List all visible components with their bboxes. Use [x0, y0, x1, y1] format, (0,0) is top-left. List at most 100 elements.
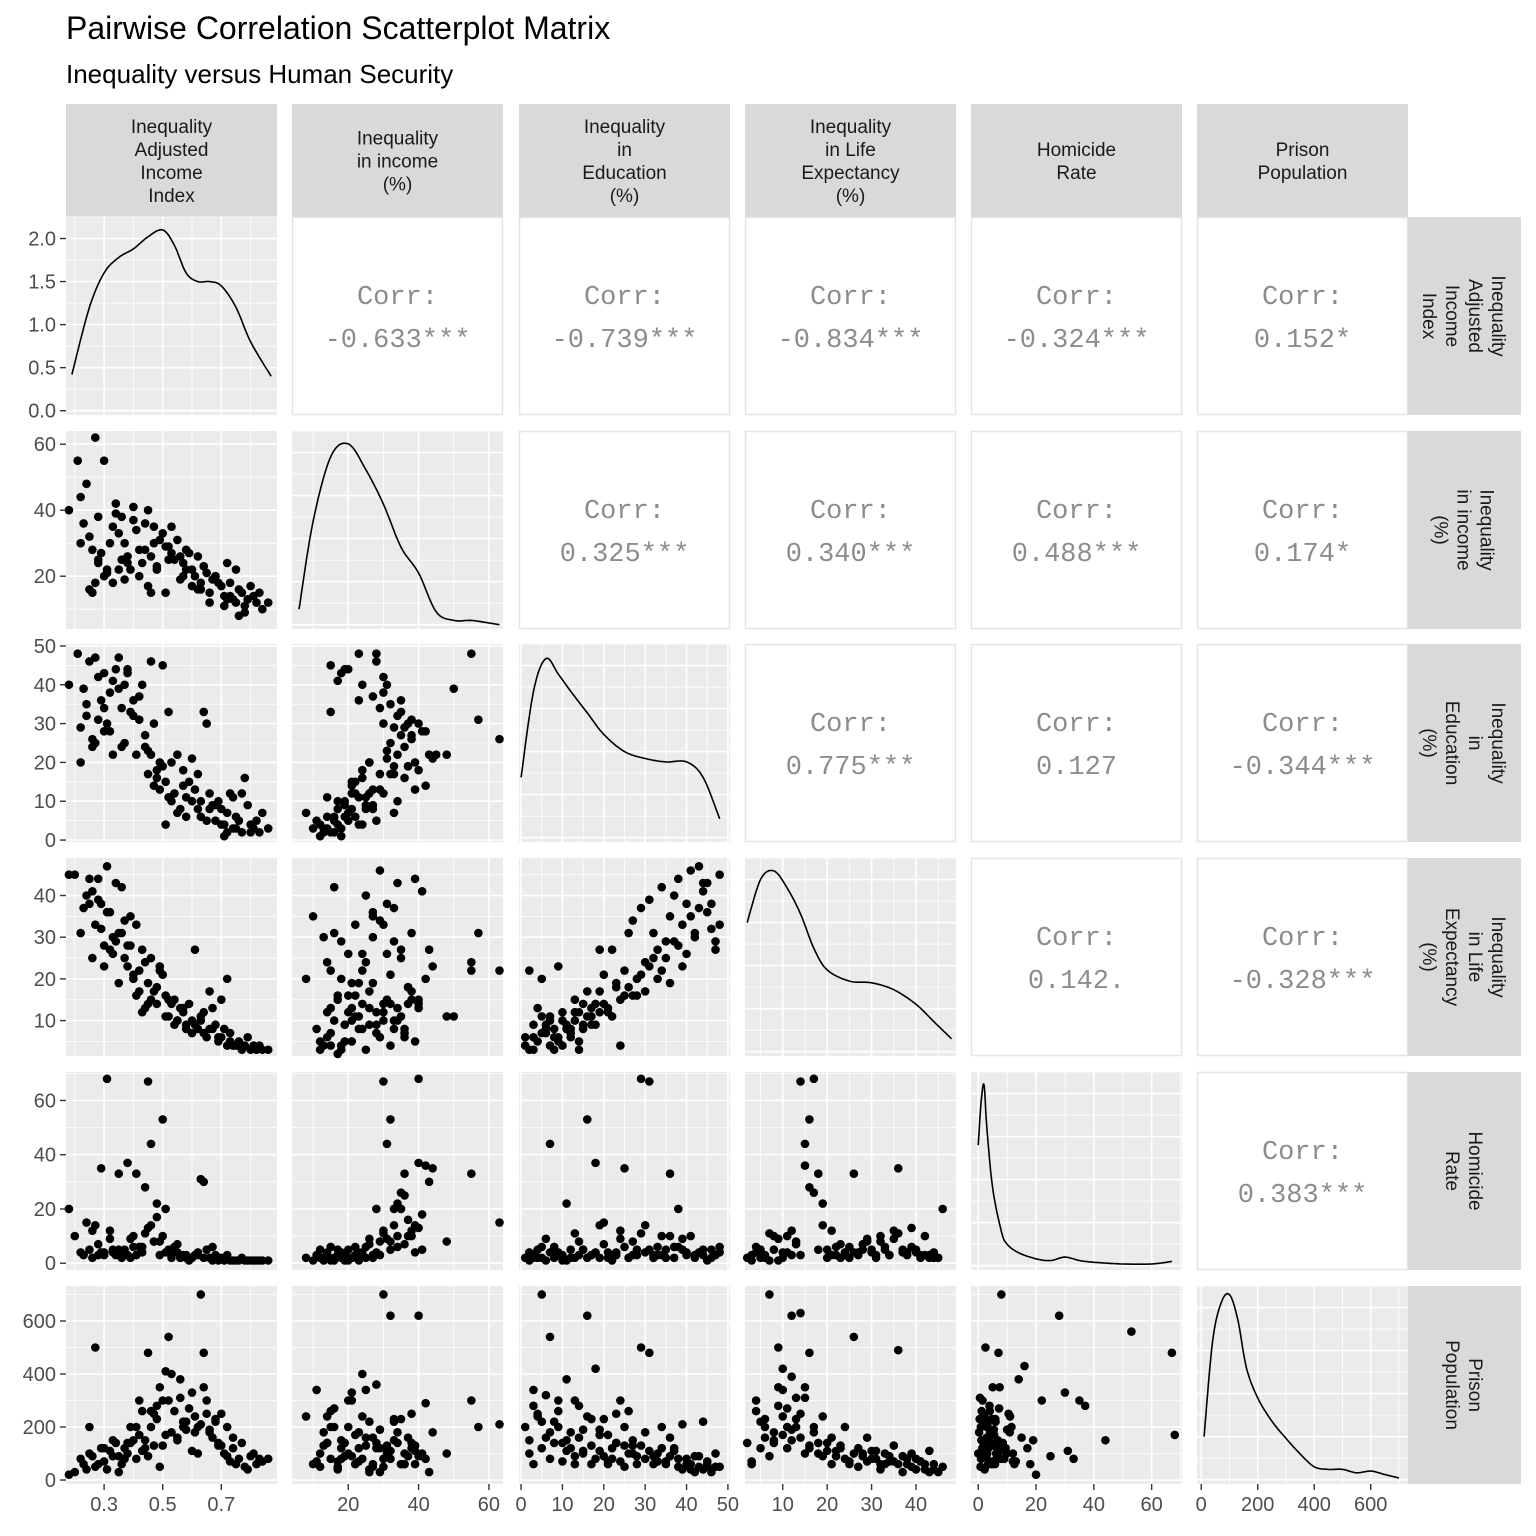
- scatter-point: [393, 750, 402, 759]
- scatter-point: [467, 1396, 476, 1405]
- scatter-point: [326, 1454, 335, 1464]
- scatter-point: [368, 1253, 378, 1263]
- scatter-point: [340, 800, 350, 810]
- scatter-point: [616, 1234, 625, 1244]
- scatter-point: [85, 899, 94, 909]
- scatter-point: [410, 758, 420, 767]
- scatter-point: [93, 1239, 103, 1249]
- corr-panel: [1196, 857, 1409, 1057]
- scatter-point: [707, 924, 716, 934]
- corr-panel: [1196, 430, 1409, 630]
- scatter-point: [449, 1012, 459, 1021]
- scatter-point: [93, 512, 103, 522]
- scatter-point: [669, 1242, 679, 1252]
- scatter-point: [649, 928, 658, 938]
- scatter-point: [1170, 1430, 1180, 1440]
- strip-right-label: Population: [1441, 1340, 1462, 1430]
- scatter-point: [199, 562, 209, 571]
- scatter-point: [393, 878, 402, 888]
- scatter-point: [537, 1443, 547, 1453]
- scatter-point: [70, 1231, 80, 1241]
- scatter-point: [161, 1012, 170, 1021]
- corr-value: -0.633***: [325, 326, 471, 356]
- scatter-point: [760, 1422, 770, 1432]
- scatter-point: [301, 808, 311, 818]
- scatter-point: [343, 949, 353, 959]
- scatter-point: [161, 588, 170, 597]
- scatter-point: [805, 1441, 814, 1450]
- strip-right-label: (%): [1418, 728, 1439, 758]
- scatter-point: [751, 1242, 761, 1252]
- strip-top-label: Index: [148, 186, 195, 207]
- scatter-point: [400, 773, 409, 783]
- scatter-point: [82, 711, 91, 721]
- scatter-point: [211, 571, 220, 581]
- scatter-point: [319, 824, 328, 833]
- scatter-point: [202, 1409, 211, 1419]
- scatter-point: [336, 1045, 346, 1055]
- scatter-point: [599, 1239, 609, 1249]
- scatter-point: [537, 1290, 547, 1299]
- scatter-point: [574, 1045, 584, 1055]
- corr-label: Corr:: [1262, 1138, 1343, 1168]
- scatter-point: [315, 831, 325, 841]
- scatter-point: [91, 433, 100, 442]
- strip-right-label: Prison: [1464, 1358, 1485, 1412]
- scatter-point: [994, 1404, 1004, 1413]
- scatter-point: [93, 715, 103, 725]
- scatter-point: [143, 1348, 153, 1358]
- y-tick-label: 0.0: [28, 401, 56, 423]
- scatter-point: [796, 1308, 805, 1318]
- scatter-point: [190, 785, 200, 794]
- scatter-point: [529, 1020, 538, 1030]
- scatter-point: [898, 1467, 907, 1477]
- scatter-point: [582, 1311, 592, 1320]
- scatter-point: [690, 1250, 700, 1260]
- scatter-point: [73, 456, 83, 466]
- scatter-point: [123, 664, 132, 674]
- scatter-point: [421, 1161, 430, 1170]
- y-tick-label: 20: [34, 752, 56, 774]
- corr-panel: [291, 216, 504, 416]
- scatter-point: [570, 1396, 580, 1405]
- strip-top-label: Education: [582, 163, 667, 184]
- scatter-point: [769, 1428, 779, 1437]
- scatter-point: [372, 816, 381, 825]
- scatter-point: [368, 978, 378, 988]
- scatter-point: [114, 684, 124, 693]
- scatter-point: [143, 1451, 153, 1461]
- y-tick-label: 60: [34, 1090, 56, 1112]
- scatter-point: [778, 1248, 788, 1257]
- scatter-point: [70, 1467, 80, 1477]
- scatter-point: [134, 1430, 144, 1440]
- scatter-point: [636, 1441, 646, 1450]
- scatter-point: [657, 1231, 667, 1241]
- corr-value: 0.152*: [1254, 326, 1351, 356]
- scatter-point: [669, 937, 679, 946]
- scatter-point: [372, 657, 381, 666]
- scatter-point: [645, 1245, 654, 1254]
- scatter-point: [358, 820, 367, 829]
- scatter-point: [243, 800, 252, 810]
- scatter-point: [925, 1446, 934, 1456]
- scatter-point: [578, 999, 588, 1009]
- scatter-point: [105, 688, 115, 697]
- scatter-point: [382, 680, 392, 690]
- scatter-point: [554, 1422, 563, 1432]
- scatter-point: [442, 1449, 452, 1458]
- scatter-point: [800, 1393, 810, 1403]
- scatter-point: [994, 1348, 1003, 1358]
- scatter-point: [570, 995, 580, 1005]
- scatter-point: [813, 1245, 823, 1254]
- scatter-point: [711, 945, 720, 955]
- scatter-point: [202, 816, 211, 825]
- scatter-point: [114, 1451, 124, 1461]
- density-curve-ineq_income: [298, 442, 500, 626]
- scatter-point: [386, 1311, 395, 1320]
- density-curve-iai: [71, 228, 272, 377]
- scatter-point: [167, 522, 176, 531]
- scatter-point: [690, 1467, 700, 1477]
- x-tick-label: 40: [407, 1494, 429, 1516]
